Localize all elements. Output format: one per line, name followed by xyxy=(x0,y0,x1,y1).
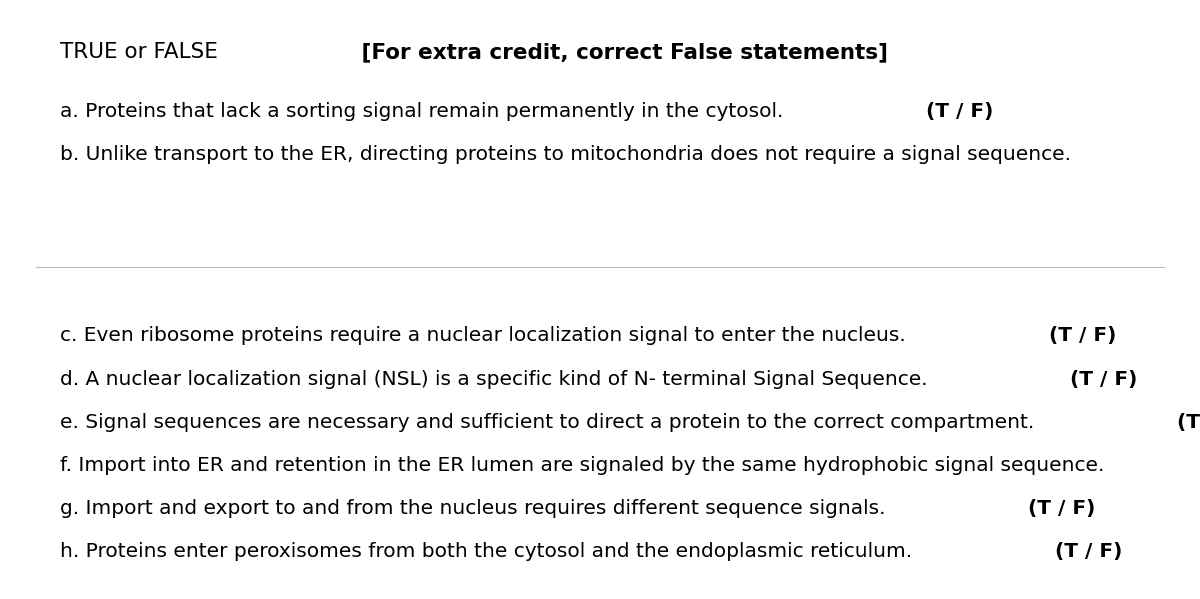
Text: d. A nuclear localization signal (NSL) is a specific kind of N- terminal Signal : d. A nuclear localization signal (NSL) i… xyxy=(60,370,934,389)
Text: (T / F): (T / F) xyxy=(1049,326,1116,346)
Text: c. Even ribosome proteins require a nuclear localization signal to enter the nuc: c. Even ribosome proteins require a nucl… xyxy=(60,326,912,346)
Text: b. Unlike transport to the ER, directing proteins to mitochondria does not requi: b. Unlike transport to the ER, directing… xyxy=(60,146,1078,165)
Text: TRUE or FALSE: TRUE or FALSE xyxy=(60,42,218,62)
Text: f. Import into ER and retention in the ER lumen are signaled by the same hydroph: f. Import into ER and retention in the E… xyxy=(60,456,1111,475)
Text: a. Proteins that lack a sorting signal remain permanently in the cytosol.: a. Proteins that lack a sorting signal r… xyxy=(60,102,790,122)
Text: (T / F): (T / F) xyxy=(926,102,994,122)
Text: h. Proteins enter peroxisomes from both the cytosol and the endoplasmic reticulu: h. Proteins enter peroxisomes from both … xyxy=(60,542,918,561)
Text: (T / F): (T / F) xyxy=(1070,370,1138,389)
Text: (T / F): (T / F) xyxy=(1177,413,1200,432)
Text: (T / F): (T / F) xyxy=(1055,542,1122,561)
Text: e. Signal sequences are necessary and sufficient to direct a protein to the corr: e. Signal sequences are necessary and su… xyxy=(60,413,1040,432)
Text: g. Import and export to and from the nucleus requires different sequence signals: g. Import and export to and from the nuc… xyxy=(60,499,892,518)
Text: [For extra credit, correct False statements]: [For extra credit, correct False stateme… xyxy=(354,42,888,62)
Text: (T / F): (T / F) xyxy=(1028,499,1096,518)
